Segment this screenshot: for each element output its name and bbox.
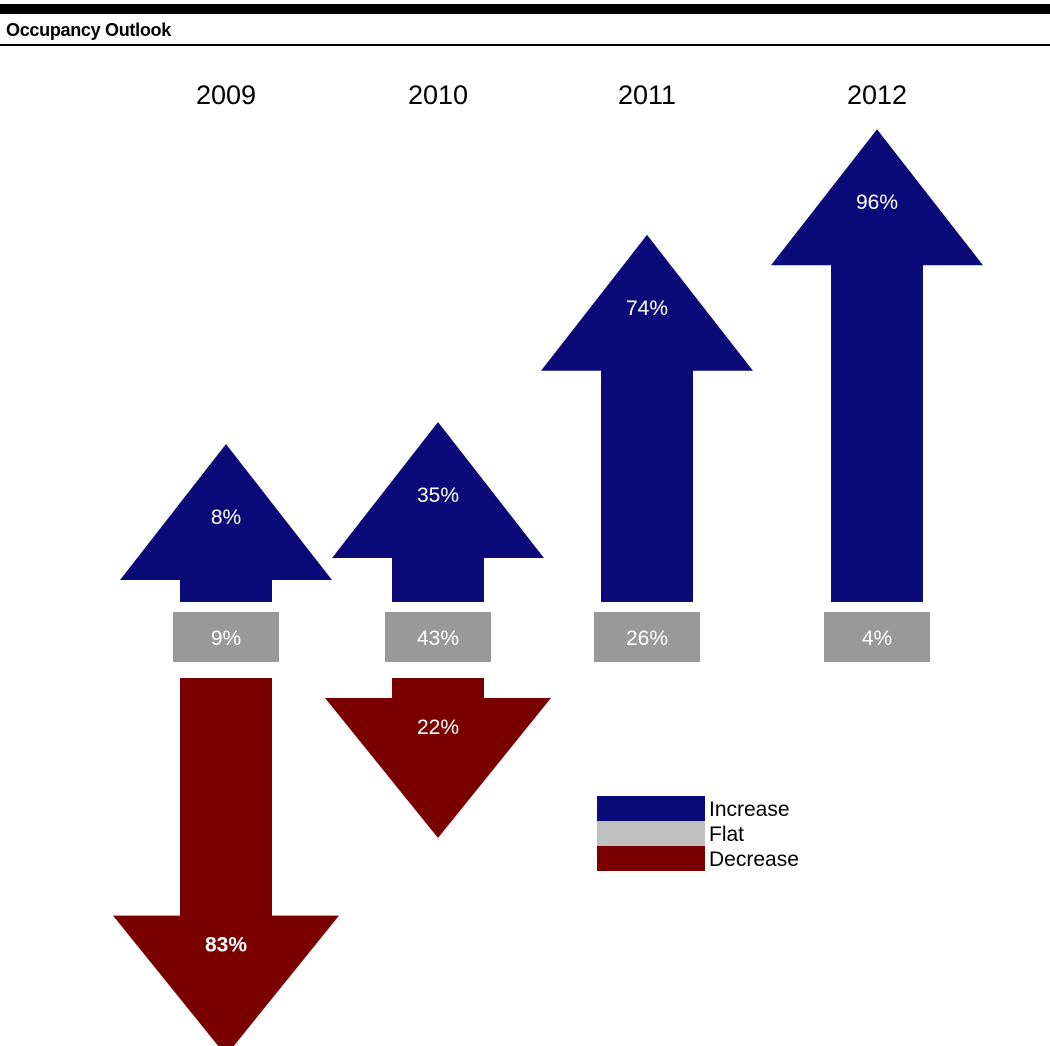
increase-arrow-2010: [332, 422, 544, 602]
decrease-arrow-2009: [113, 678, 339, 1046]
flat-box-2009: [173, 612, 279, 662]
decrease-arrow-2010: [325, 678, 551, 838]
legend-label-decrease: Decrease: [709, 848, 799, 871]
increase-label-2009: 8%: [211, 506, 241, 529]
title-rule: [0, 44, 1050, 46]
year-label-2011: 2011: [618, 80, 676, 110]
flat-label-2010: 43%: [417, 627, 459, 650]
legend-label-increase: Increase: [709, 798, 790, 821]
increase-arrow-2012: [771, 129, 983, 602]
year-label-2010: 2010: [408, 80, 468, 110]
increase-arrow-2009: [120, 444, 332, 602]
top-rule: [0, 4, 1050, 14]
legend-swatch-increase: [597, 796, 705, 821]
decrease-label-2010: 22%: [417, 716, 459, 739]
legend-label-flat: Flat: [709, 823, 744, 846]
year-label-2009: 2009: [196, 80, 256, 110]
increase-label-2012: 96%: [856, 191, 898, 214]
increase-arrow-2011: [541, 234, 753, 603]
year-label-2012: 2012: [847, 80, 907, 110]
flat-label-2009: 9%: [211, 627, 241, 650]
page-title: Occupancy Outlook: [6, 20, 171, 40]
flat-box-2010: [385, 612, 491, 662]
increase-label-2011: 74%: [626, 297, 668, 320]
flat-label-2011: 26%: [626, 627, 668, 650]
legend-swatch-flat: [597, 821, 705, 846]
flat-box-2012: [824, 612, 930, 662]
flat-box-2011: [594, 612, 700, 662]
flat-label-2012: 4%: [862, 627, 892, 650]
decrease-label-2009: 83%: [205, 934, 247, 957]
legend-swatch-decrease: [597, 846, 705, 871]
increase-label-2010: 35%: [417, 484, 459, 507]
